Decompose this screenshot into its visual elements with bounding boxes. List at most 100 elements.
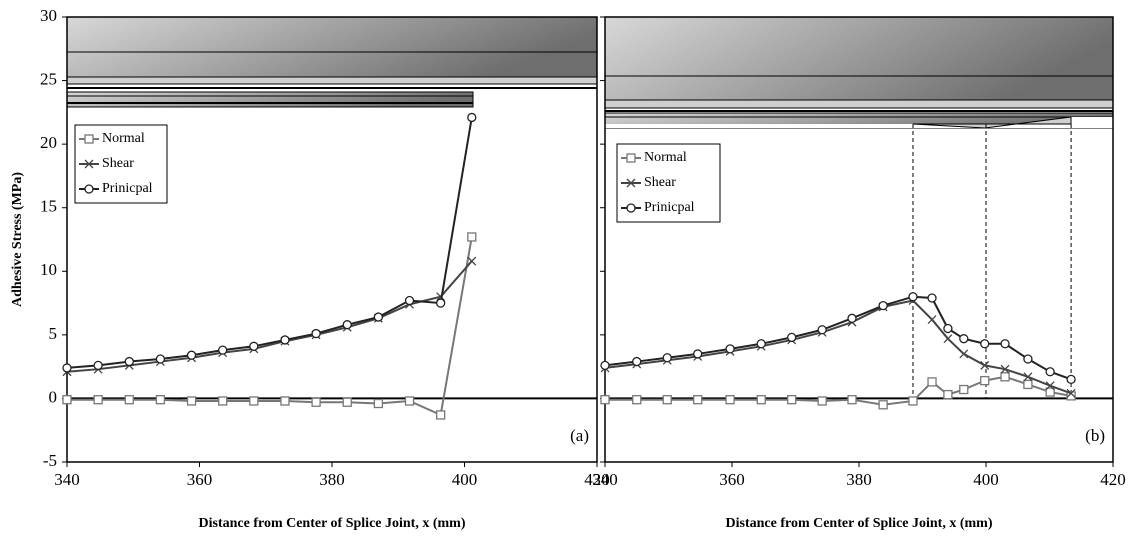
marker <box>155 354 166 364</box>
legend-label: Prinicpal <box>102 181 153 196</box>
series-line <box>604 295 1072 381</box>
x-tick-label: 340 <box>592 470 618 489</box>
marker <box>817 325 827 335</box>
marker <box>980 339 990 349</box>
marker <box>626 153 636 163</box>
marker <box>1023 354 1033 364</box>
marker <box>84 184 94 194</box>
y-tick-label: 30 <box>40 6 57 25</box>
marker <box>662 395 672 405</box>
marker <box>218 396 228 406</box>
marker <box>817 396 827 406</box>
marker <box>1066 388 1076 398</box>
series-line <box>67 236 473 417</box>
marker <box>943 389 953 400</box>
marker <box>787 395 797 405</box>
marker <box>600 395 610 405</box>
marker <box>980 375 990 386</box>
marker <box>693 349 703 359</box>
x-axis-title: Distance from Center of Splice Joint, x … <box>199 516 466 531</box>
marker <box>435 298 446 308</box>
marker <box>62 363 72 373</box>
marker <box>1066 374 1076 385</box>
x-tick-label: 380 <box>319 470 345 489</box>
legend-label: Prinicpal <box>644 200 695 215</box>
marker <box>725 395 735 405</box>
y-tick-label: 15 <box>40 197 57 216</box>
marker <box>280 335 290 345</box>
marker <box>62 395 72 405</box>
y-tick-label: -5 <box>43 451 57 470</box>
y-tick-label: 25 <box>40 69 57 88</box>
marker <box>632 395 642 405</box>
marker <box>959 334 969 344</box>
marker <box>467 112 477 123</box>
series-line <box>66 117 473 369</box>
marker <box>1045 381 1055 391</box>
marker <box>600 360 610 371</box>
marker <box>878 400 888 410</box>
x-tick-label: 420 <box>1100 470 1126 489</box>
marker <box>249 396 259 406</box>
marker <box>404 396 415 406</box>
series-line <box>66 260 473 373</box>
marker <box>1000 339 1010 349</box>
marker <box>626 178 636 188</box>
marker <box>84 134 94 144</box>
marker <box>373 312 384 322</box>
marker <box>280 396 290 406</box>
marker <box>311 328 321 339</box>
marker <box>927 315 937 325</box>
marker <box>249 341 259 351</box>
marker <box>787 332 797 343</box>
x-tick-label: 380 <box>846 470 872 489</box>
marker <box>662 353 672 363</box>
marker <box>908 396 918 406</box>
panel-label: (b) <box>1085 426 1105 445</box>
y-tick-label: 20 <box>40 133 57 152</box>
legend-label: Normal <box>102 131 145 146</box>
marker <box>626 203 636 213</box>
marker <box>404 295 415 306</box>
marker <box>467 232 477 242</box>
marker <box>186 350 197 360</box>
marker <box>756 395 766 405</box>
x-tick-label: 360 <box>719 470 745 489</box>
marker <box>311 397 321 407</box>
legend-label: Normal <box>644 150 687 165</box>
marker <box>467 256 477 266</box>
x-tick-label: 400 <box>452 470 478 489</box>
marker <box>959 349 969 359</box>
marker <box>943 334 953 344</box>
marker <box>878 300 888 311</box>
marker <box>959 384 969 395</box>
adherend-schematic-a <box>66 16 598 108</box>
y-axis-title: Adhesive Stress (MPa) <box>10 172 25 307</box>
marker <box>1023 379 1033 390</box>
marker <box>435 410 446 420</box>
marker <box>927 377 937 387</box>
marker <box>1066 391 1076 401</box>
marker <box>693 395 703 405</box>
x-tick-label: 400 <box>973 470 999 489</box>
marker <box>847 313 857 323</box>
marker <box>847 395 857 405</box>
marker <box>1000 364 1010 374</box>
marker <box>943 323 953 334</box>
marker <box>756 339 766 349</box>
marker <box>1000 372 1010 382</box>
marker <box>84 159 94 169</box>
marker <box>1023 372 1033 382</box>
x-axis-title: Distance from Center of Splice Joint, x … <box>726 516 993 531</box>
x-tick-label: 420 <box>584 470 610 489</box>
marker <box>93 360 103 371</box>
marker <box>980 360 990 370</box>
marker <box>124 356 134 367</box>
adherend-schematic-b <box>604 16 1114 129</box>
marker <box>725 344 735 354</box>
marker <box>155 395 166 405</box>
x-tick-label: 340 <box>54 470 80 489</box>
y-tick-label: 10 <box>40 260 57 279</box>
marker <box>373 398 384 409</box>
